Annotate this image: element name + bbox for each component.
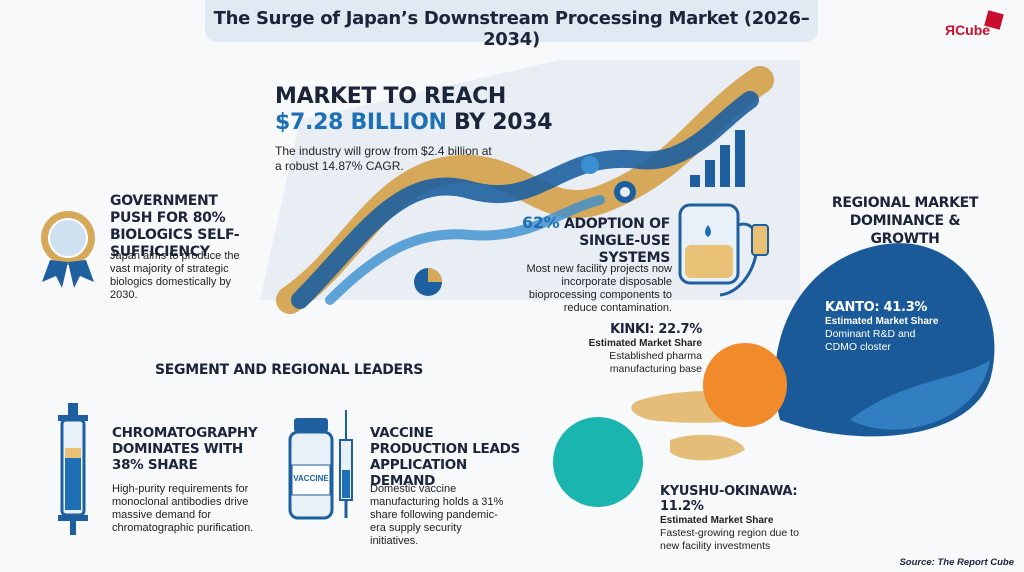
decoration bbox=[70, 521, 76, 535]
decoration bbox=[670, 434, 745, 461]
adoption-title-rest: ADOPTION OF SINGLE-USE SYSTEMS bbox=[559, 216, 675, 266]
decoration bbox=[68, 260, 94, 288]
region-title: KYUSHU-OKINAWA: 11.2% bbox=[660, 484, 798, 514]
decoration bbox=[705, 160, 715, 187]
decoration bbox=[291, 464, 331, 496]
decoration bbox=[703, 343, 787, 427]
region-subtitle: Estimated Market Share bbox=[825, 316, 939, 327]
segment-title: VACCINE PRODUCTION LEADS APPLICATION DEM… bbox=[370, 425, 520, 489]
decoration bbox=[553, 417, 643, 507]
decoration bbox=[620, 187, 630, 197]
segments-heading: SEGMENT AND REGIONAL LEADERS bbox=[155, 362, 424, 378]
decoration bbox=[690, 175, 700, 187]
adoption-body: Most new facility projects now incorpora… bbox=[526, 263, 673, 314]
decoration bbox=[751, 224, 769, 256]
decoration bbox=[42, 260, 68, 288]
decoration bbox=[984, 10, 1004, 30]
logo: ЯCube bbox=[945, 22, 991, 38]
region-subtitle: Estimated Market Share bbox=[660, 515, 774, 526]
regional-heading: REGIONAL MARKET DOMINANCE & GROWTH bbox=[831, 195, 979, 247]
decoration bbox=[294, 418, 328, 432]
segment-body: High-purity requirements for monoclonal … bbox=[112, 483, 254, 534]
decoration bbox=[735, 130, 745, 187]
decoration bbox=[48, 218, 88, 258]
region-title: KINKI: 22.7% bbox=[610, 322, 702, 337]
decoration bbox=[705, 225, 711, 237]
decoration bbox=[58, 515, 88, 521]
segment-body: Domestic vaccine manufacturing holds a 3… bbox=[370, 483, 504, 547]
market-highlight: $7.28 BILLION bbox=[275, 110, 447, 135]
source: Source: The Report Cube bbox=[899, 557, 1014, 568]
market-heading-rest: BY 2034 bbox=[446, 110, 553, 135]
decoration bbox=[325, 195, 605, 305]
decoration bbox=[581, 156, 599, 174]
market-heading: $7.28 BILLION BY 2034 bbox=[275, 110, 553, 135]
adoption-title: 62% ADOPTION OF SINGLE-USE SYSTEMS bbox=[515, 214, 670, 267]
decoration bbox=[342, 470, 350, 498]
decoration bbox=[685, 245, 733, 278]
vial-label: VACCINE bbox=[293, 474, 329, 483]
region-subtitle: Estimated Market Share bbox=[588, 338, 702, 349]
decoration bbox=[65, 455, 81, 510]
market-body: The industry will grow from $2.4 billion… bbox=[275, 144, 492, 173]
title: The Surge of Japan’s Downstream Processi… bbox=[213, 8, 810, 50]
kinki-label: KINKI: 22.7% Estimated Market Share Esta… bbox=[570, 322, 703, 376]
decoration bbox=[68, 403, 78, 415]
segment-title: CHROMATOGRAPHY DOMINATES WITH 38% SHARE bbox=[112, 425, 258, 473]
decoration bbox=[850, 360, 990, 430]
region-title: KANTO: 41.3% bbox=[825, 300, 928, 315]
decoration bbox=[428, 268, 442, 282]
kyushu-label: KYUSHU-OKINAWA: 11.2% Estimated Market S… bbox=[660, 484, 830, 553]
adoption-highlight: 62% bbox=[521, 213, 560, 232]
region-body: Fastest-growing region due to new facili… bbox=[660, 527, 799, 552]
region-body: Dominant R&D and CDMO closter bbox=[825, 328, 916, 353]
decoration bbox=[291, 91, 759, 309]
government-body: Japan aims to produce the vast majority … bbox=[110, 250, 240, 301]
government-title: GOVERNMENT PUSH FOR 80% BIOLOGICS SELF-S… bbox=[110, 193, 240, 260]
decoration bbox=[65, 448, 81, 458]
market-heading: MARKET TO REACH bbox=[275, 84, 507, 109]
decoration bbox=[205, 0, 818, 42]
decoration bbox=[58, 415, 88, 421]
decoration bbox=[720, 145, 730, 187]
kanto-label: KANTO: 41.3% Estimated Market Share Domi… bbox=[825, 300, 975, 354]
region-body: Established pharma manufacturing base bbox=[609, 350, 702, 375]
